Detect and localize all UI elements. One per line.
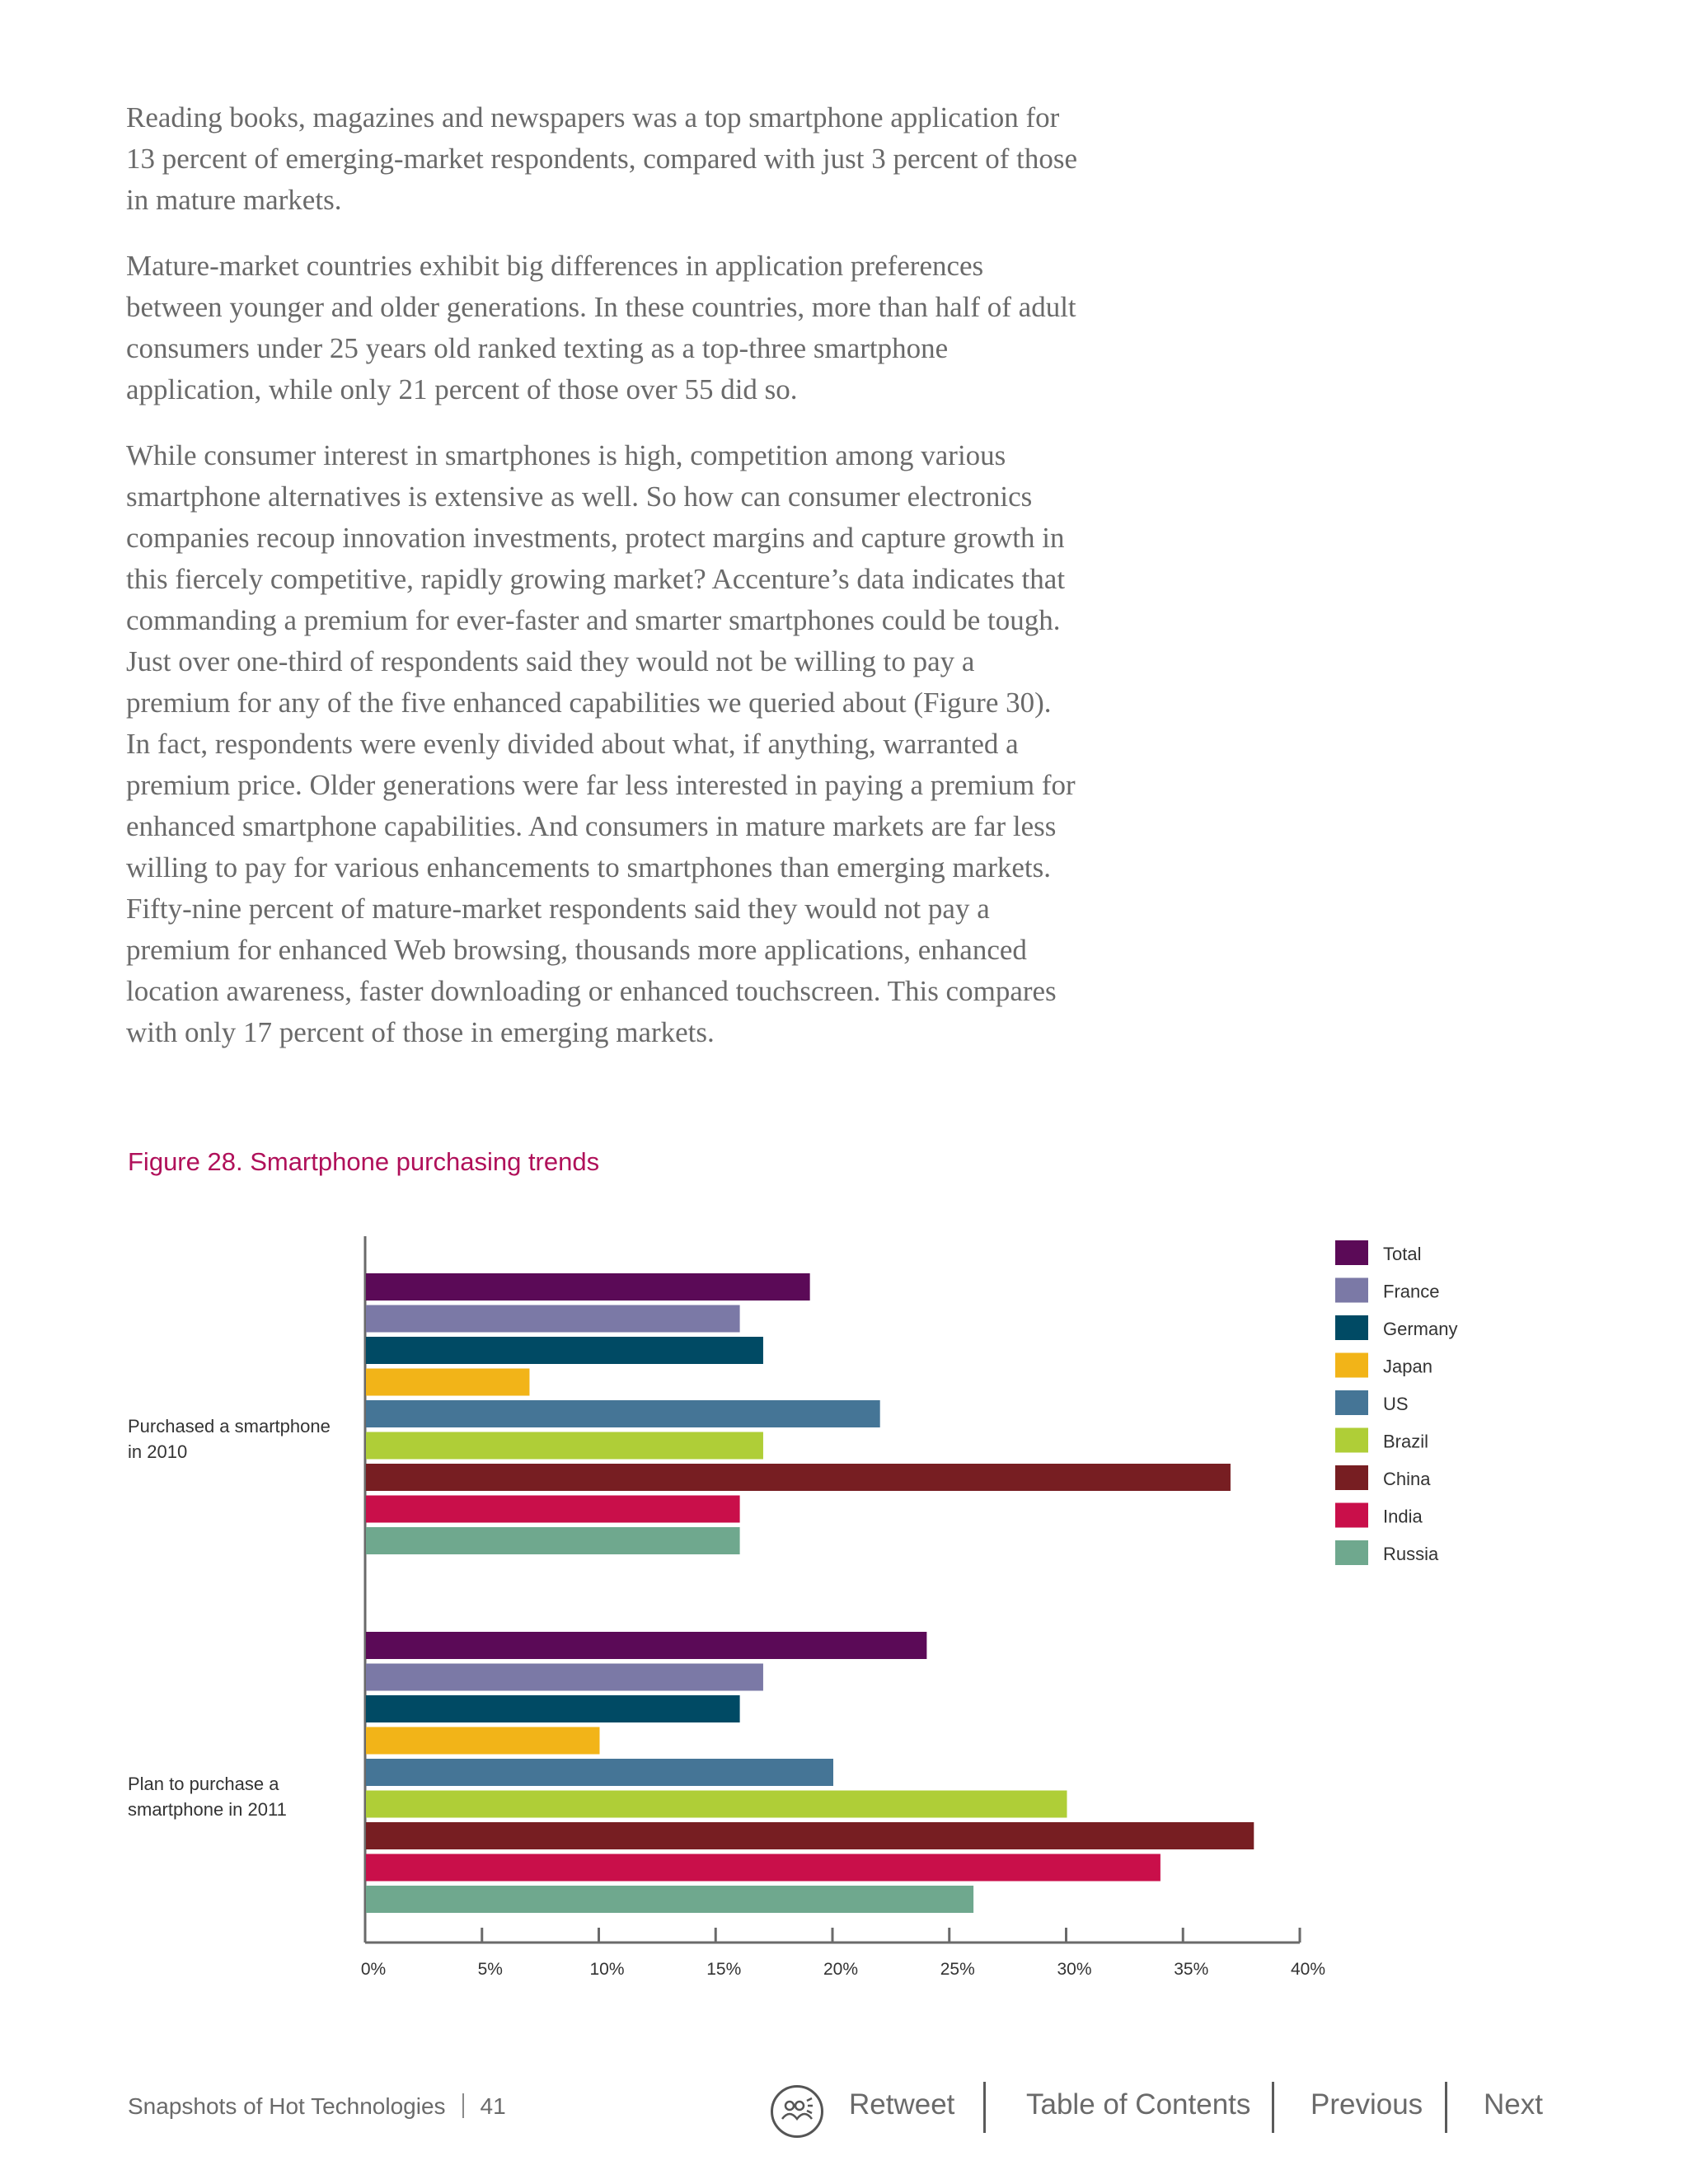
footer-doc-info: Snapshots of Hot Technologies 41 [128, 2093, 506, 2120]
legend-swatch-india [1335, 1502, 1368, 1528]
bar-total-1 [366, 1273, 810, 1301]
nav-divider [1272, 2082, 1274, 2133]
x-tick-label: 25% [940, 1960, 975, 1979]
legend-label-russia: Russia [1383, 1544, 1439, 1564]
paragraph-1: Reading books, magazines and newspapers … [126, 101, 1077, 216]
bar-france-2 [366, 1663, 763, 1691]
bar-brazil-1 [366, 1432, 763, 1460]
bar-china-2 [366, 1822, 1254, 1849]
legend-label-us: US [1383, 1394, 1409, 1414]
retweet-link[interactable]: Retweet [849, 2088, 955, 2121]
doc-title: Snapshots of Hot Technologies [128, 2093, 446, 2119]
x-tick-label: 10% [589, 1960, 624, 1979]
bar-brazil-2 [366, 1790, 1067, 1818]
body-text: Reading books, magazines and newspapers … [126, 97, 1082, 1078]
category-label: Plan to purchase a [128, 1774, 279, 1794]
x-tick-label: 30% [1057, 1960, 1091, 1979]
bar-russia-1 [366, 1527, 740, 1554]
nav-divider [983, 2082, 986, 2133]
x-tick-label: 20% [823, 1960, 858, 1979]
x-tick-label: 35% [1174, 1960, 1208, 1979]
bar-japan-1 [366, 1368, 530, 1396]
x-tick-label: 5% [478, 1960, 503, 1979]
table-of-contents-link[interactable]: Table of Contents [1026, 2088, 1251, 2121]
bar-india-1 [366, 1495, 740, 1523]
legend-swatch-russia [1335, 1540, 1368, 1565]
category-label: in 2010 [128, 1441, 187, 1462]
footer-divider [462, 2093, 464, 2118]
bar-germany-1 [366, 1337, 763, 1364]
legend-label-brazil: Brazil [1383, 1432, 1428, 1452]
footer: Snapshots of Hot Technologies 41 Retweet … [0, 2077, 1688, 2159]
bar-us-2 [366, 1759, 833, 1786]
page-number: 41 [480, 2093, 506, 2119]
legend-swatch-total [1335, 1240, 1368, 1265]
bar-germany-2 [366, 1695, 740, 1722]
bar-us-1 [366, 1400, 880, 1427]
people-retweet-icon[interactable] [771, 2085, 823, 2138]
paragraph-2: Mature-market countries exhibit big diff… [126, 250, 1076, 405]
legend-swatch-france [1335, 1277, 1368, 1303]
x-tick-label: 40% [1291, 1960, 1325, 1979]
legend-label-china: China [1383, 1469, 1431, 1489]
bar-russia-2 [366, 1886, 974, 1913]
figure-title: Figure 28. Smartphone purchasing trends [128, 1147, 600, 1176]
legend-swatch-germany [1335, 1315, 1368, 1340]
legend-swatch-us [1335, 1390, 1368, 1415]
legend-label-japan: Japan [1383, 1357, 1432, 1377]
category-label: Purchased a smartphone [128, 1416, 331, 1436]
bar-china-1 [366, 1464, 1231, 1491]
paragraph-3: While consumer interest in smartphones i… [126, 439, 1076, 1048]
category-label: smartphone in 2011 [128, 1799, 287, 1820]
nav-divider [1445, 2082, 1447, 2133]
bar-japan-2 [366, 1727, 600, 1755]
bar-total-2 [366, 1632, 927, 1659]
legend-swatch-japan [1335, 1352, 1368, 1378]
bar-france-1 [366, 1305, 740, 1333]
legend-swatch-brazil [1335, 1427, 1368, 1453]
legend-label-france: France [1383, 1282, 1439, 1302]
next-link[interactable]: Next [1484, 2088, 1543, 2121]
legend-label-total: Total [1383, 1244, 1421, 1264]
legend-label-germany: Germany [1383, 1319, 1457, 1339]
x-tick-label: 15% [706, 1960, 741, 1979]
legend-label-india: India [1383, 1507, 1423, 1527]
x-tick-label: 0% [361, 1960, 386, 1979]
bar-chart: 0% 5% 10% 15% 20% 25% 30% 35% 40% Purchased a sma… [128, 1236, 1457, 1979]
legend-swatch-china [1335, 1465, 1368, 1490]
previous-link[interactable]: Previous [1311, 2088, 1423, 2121]
bar-india-2 [366, 1854, 1160, 1882]
